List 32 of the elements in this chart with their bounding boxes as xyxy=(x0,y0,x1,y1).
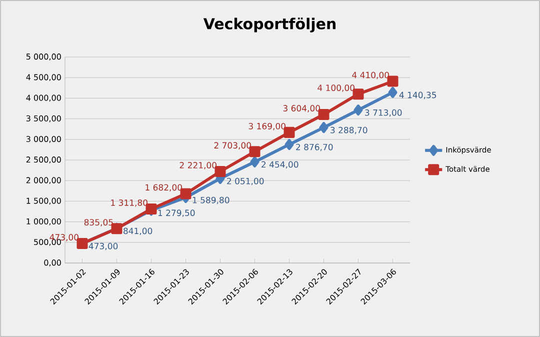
data-label: 3 604,00 xyxy=(283,105,320,112)
data-label: 1 279,50 xyxy=(158,210,195,217)
data-label: 2 876,70 xyxy=(296,144,333,152)
y-tick-label: 3 000,00 xyxy=(26,136,61,143)
y-tick-label: 4 500,00 xyxy=(26,74,61,82)
data-label: 4 140,35 xyxy=(399,92,436,100)
data-label: 1 311,80 xyxy=(111,199,148,207)
y-tick-label: 5 000,00 xyxy=(26,54,61,60)
data-label: 3 713,00 xyxy=(365,109,402,117)
data-label: 835,05 xyxy=(84,219,113,226)
y-tick-label: 1 500,00 xyxy=(26,198,61,205)
data-label: 2 221,00 xyxy=(180,162,216,170)
y-tick-label: 2 500,00 xyxy=(26,156,61,164)
y-tick-label: 500,00 xyxy=(34,238,61,246)
data-label: 2 051,00 xyxy=(227,178,264,186)
y-tick-label: 4 000,00 xyxy=(26,94,61,102)
y-tick-label: 0,00 xyxy=(44,260,61,266)
data-label: 4 410,00 xyxy=(352,72,389,80)
data-label: 473,00 xyxy=(88,242,118,250)
chart-title: Veckoportföljen xyxy=(203,18,336,32)
data-label: 3 169,00 xyxy=(248,122,286,130)
data-label: 1 682,00 xyxy=(146,184,182,192)
data-label: 3 288,70 xyxy=(330,126,368,134)
data-label: 1 589,80 xyxy=(192,196,230,204)
y-tick-label: 1 000,00 xyxy=(26,218,61,226)
data-label: 841,00 xyxy=(124,228,152,235)
data-label: 2 703,00 xyxy=(214,142,251,150)
data-label: 473,00 xyxy=(50,234,78,242)
data-label: 4 100,00 xyxy=(318,84,354,92)
data-label: 2 454,00 xyxy=(262,161,298,169)
y-tick-label: 3 500,00 xyxy=(26,115,61,122)
y-tick-label: 2 000,00 xyxy=(26,177,61,184)
